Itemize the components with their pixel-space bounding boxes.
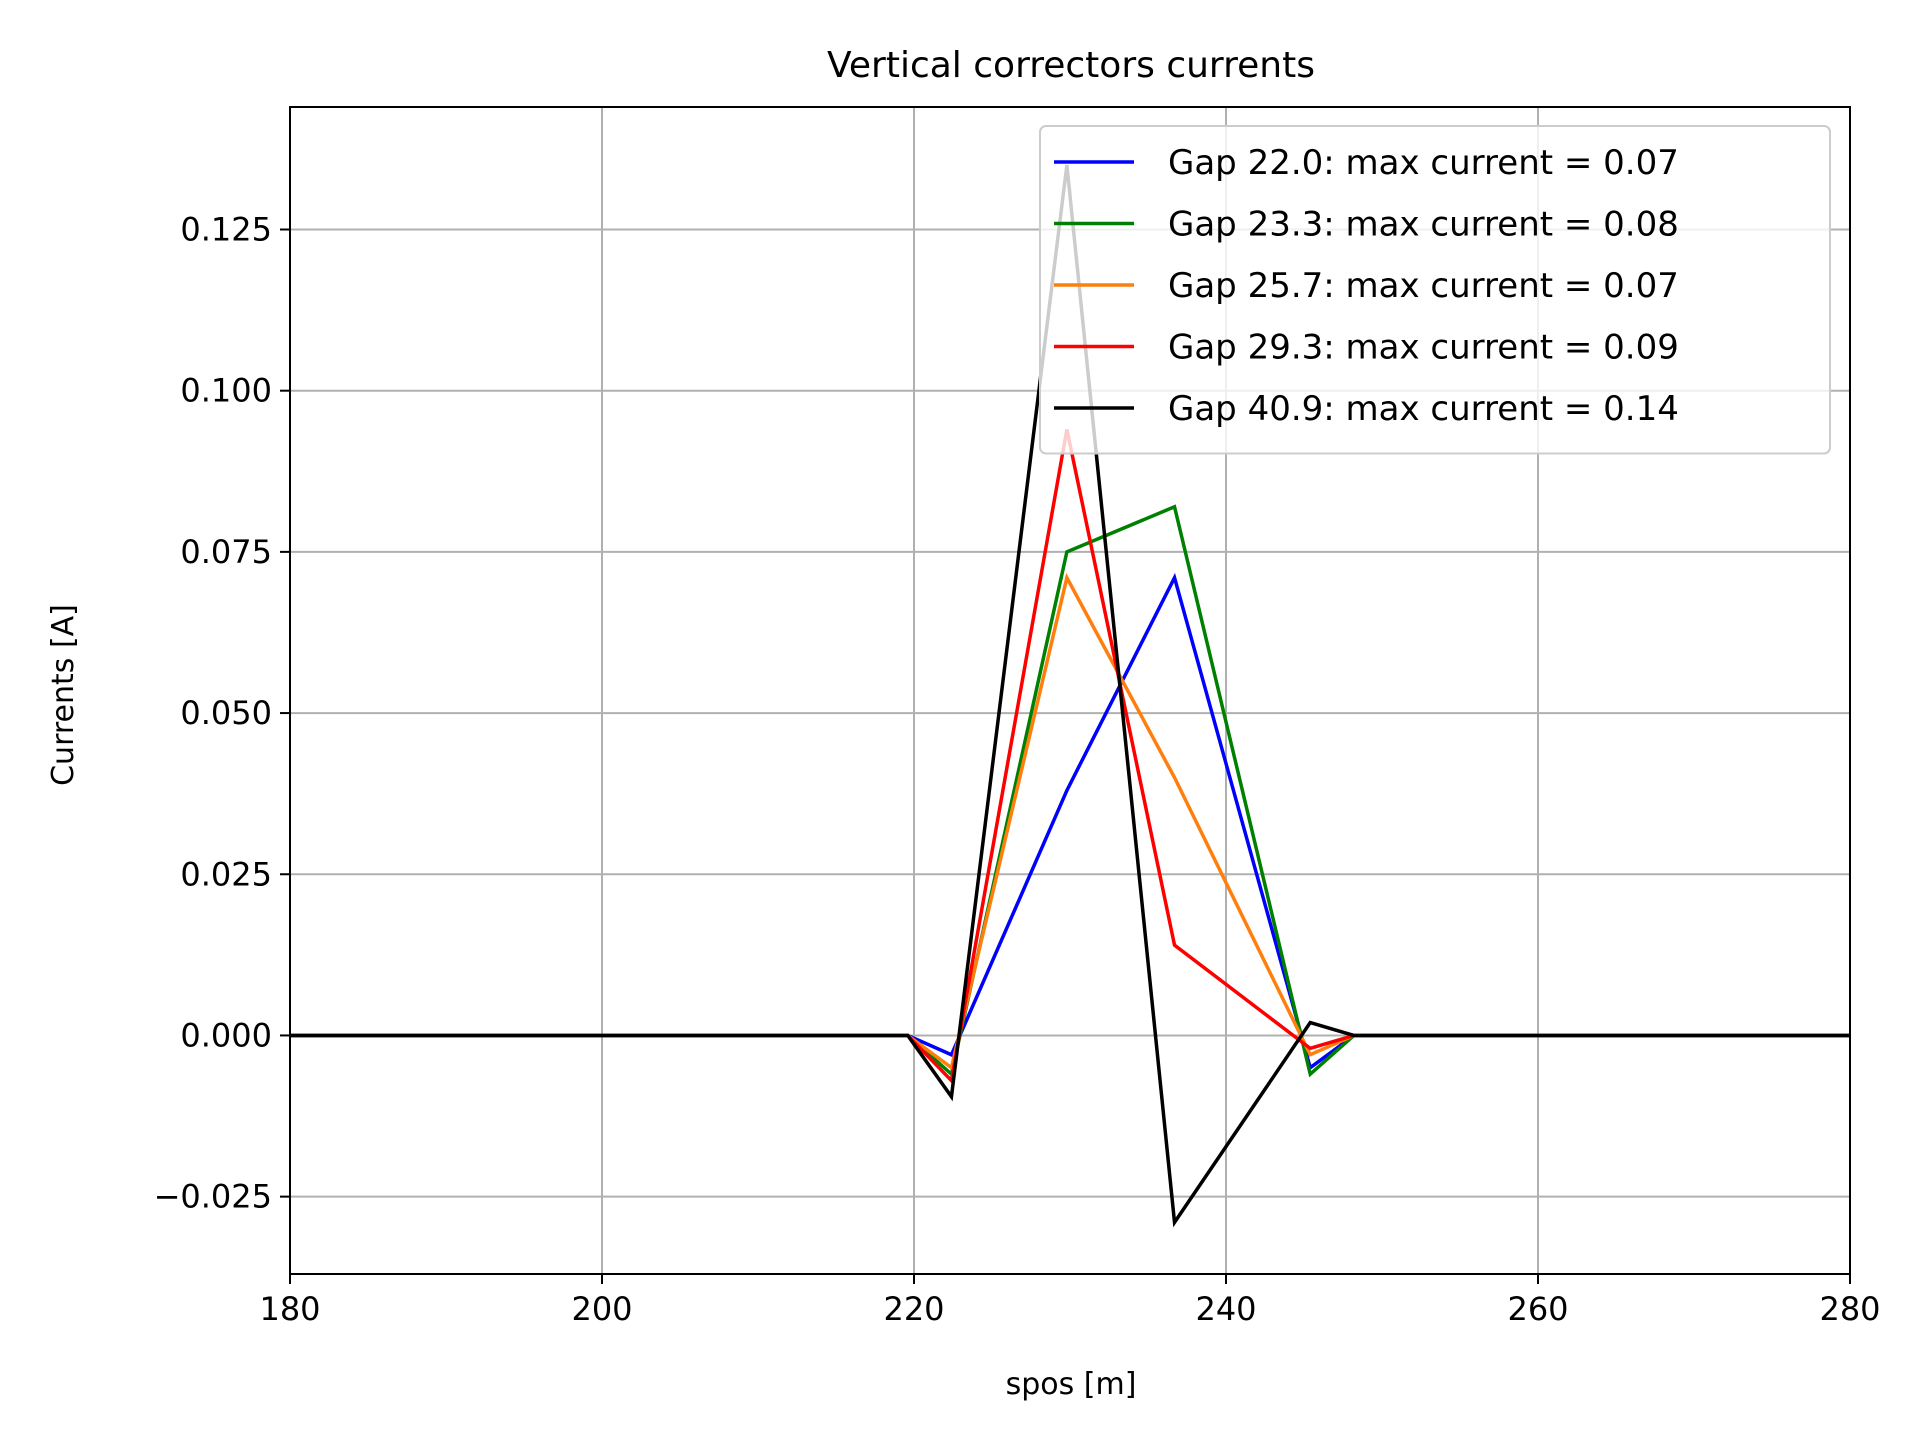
- chart-title: Vertical correctors currents: [827, 45, 1315, 86]
- y-tick-label: 0.025: [180, 855, 272, 893]
- y-tick-label: −0.025: [154, 1178, 272, 1216]
- x-axis-label: spos [m]: [1006, 1367, 1137, 1402]
- legend-label-2: Gap 23.3: max current = 0.08: [1168, 205, 1679, 245]
- legend-label-5: Gap 40.9: max current = 0.14: [1168, 389, 1679, 429]
- legend-label-3: Gap 25.7: max current = 0.07: [1168, 266, 1679, 306]
- plot-frame: [289, 106, 1851, 1275]
- y-tick-label: 0.100: [180, 372, 272, 410]
- legend-box: [1039, 125, 1831, 455]
- x-tick-label: 220: [883, 1290, 944, 1328]
- x-tick-label: 240: [1195, 1290, 1256, 1328]
- x-tick-label: 260: [1507, 1290, 1568, 1328]
- legend: Gap 22.0: max current = 0.07 Gap 23.3: ma…: [1039, 125, 1831, 455]
- legend-items: Gap 22.0: max current = 0.07 Gap 23.3: ma…: [1054, 143, 1679, 429]
- y-tick-label: 0.125: [180, 211, 272, 249]
- legend-label-1: Gap 22.0: max current = 0.07: [1168, 143, 1679, 183]
- x-tick-label: 280: [1819, 1290, 1880, 1328]
- plot-series: [290, 164, 1850, 1228]
- y-tick-label: 0.075: [180, 533, 272, 571]
- y-tick-label: 0.000: [180, 1016, 272, 1054]
- y-axis-label: Currents [A]: [46, 604, 81, 786]
- x-tick-label: 180: [259, 1290, 320, 1328]
- series-line-5: [290, 164, 1850, 1228]
- axis-ticks: 180 200 220 240 260 280 −0.025 0.000 0.025 0.050 0…: [154, 211, 1881, 1328]
- y-tick-label: 0.050: [180, 694, 272, 732]
- x-tick-label: 200: [571, 1290, 632, 1328]
- legend-label-4: Gap 29.3: max current = 0.09: [1168, 328, 1679, 368]
